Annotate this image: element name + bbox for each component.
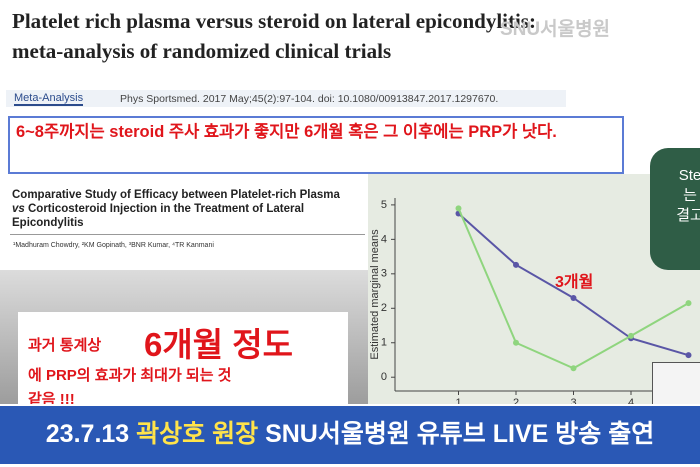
name: 곽상호 원장 <box>136 420 259 448</box>
x-tick-label: 4 <box>628 397 634 409</box>
x-tick-label: 2 <box>513 397 519 409</box>
caption: 과거 통계상 6개월 정도 에 PRP의 효과가 최대가 되는 것 같음 !!! <box>18 312 348 408</box>
text: 는 <box>683 187 697 204</box>
annotation: 3개월 <box>555 272 593 291</box>
logo: SNU서울병원 <box>500 19 611 40</box>
y-tick-label: 4 <box>381 233 387 245</box>
text: 결고 <box>676 207 700 224</box>
y-axis-label: Estimated marginal means <box>369 229 381 360</box>
rule <box>10 234 365 235</box>
y-tick-label: 0 <box>381 371 387 383</box>
x-tick-label: 3 <box>570 397 576 409</box>
y-tick-label: 3 <box>381 268 387 280</box>
caption-emphasis: 6개월 정도 <box>144 326 293 363</box>
banner-text: SNU서울병원 유튜브 LIVE 방송 출연 <box>265 420 655 448</box>
chart-panel <box>368 174 700 410</box>
text: Corticosteroid Injection in the Treatmen… <box>12 203 305 229</box>
point <box>513 339 519 346</box>
point <box>455 205 462 212</box>
point <box>628 332 634 339</box>
x-tick-label: 1 <box>455 397 461 409</box>
point <box>570 294 577 301</box>
meta-bar <box>6 90 566 107</box>
y-tick-label: 1 <box>381 337 387 349</box>
point <box>570 365 577 372</box>
inset <box>652 362 700 408</box>
note: 6~8주까지는 steroid 주사 효과가 좋지만 6개월 혹은 그 이후에는… <box>8 116 624 174</box>
y-tick-label: 2 <box>381 302 387 314</box>
caption-text: 같음 !!! <box>28 391 75 408</box>
article-title: Platelet rich plasma versus steroid on l… <box>12 9 536 63</box>
text: vs <box>12 203 25 215</box>
text: Ste <box>678 167 700 184</box>
point <box>685 300 692 307</box>
banner: 23.7.13 곽상호 원장 SNU서울병원 유튜브 LIVE 방송 출연 <box>0 404 700 466</box>
citation: Phys Sportsmed. 2017 May;45(2):97-104. d… <box>120 93 499 105</box>
authors: ¹Madhuram Chowdry, ²KM Gopinath, ³BNR Ku… <box>13 242 214 249</box>
date: 23.7.13 <box>45 420 130 448</box>
y-tick-label: 5 <box>381 199 387 211</box>
caption-text: 에 PRP의 효과가 최대가 되는 것 <box>28 367 232 384</box>
paper-title: Comparative Study of Efficacy between Pl… <box>12 188 352 230</box>
tag: Meta-Analysis <box>14 92 84 106</box>
text: Comparative Study of Efficacy between Pl… <box>12 189 340 201</box>
point <box>513 261 519 268</box>
point <box>685 352 692 359</box>
caption-text: 과거 통계상 <box>28 337 102 354</box>
